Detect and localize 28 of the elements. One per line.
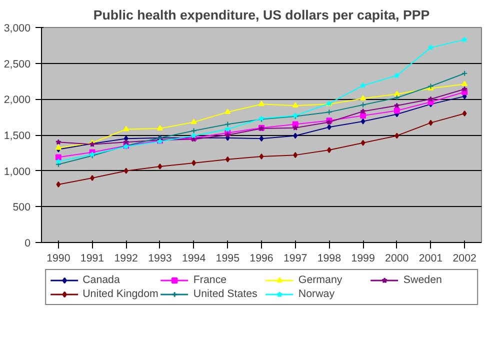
y-tick-label: 1,000 xyxy=(4,166,31,178)
y-tick-label: 1,500 xyxy=(4,130,31,142)
x-tick-label: 1995 xyxy=(216,252,240,264)
legend-label: Canada xyxy=(82,274,121,286)
x-tick-label: 1990 xyxy=(46,252,70,264)
chart-title: Public health expenditure, US dollars per capita, PPP xyxy=(93,8,430,22)
legend-label: United Kingdom xyxy=(82,288,158,300)
x-tick-label: 1993 xyxy=(148,252,172,264)
x-tick-label: 1999 xyxy=(351,252,375,264)
x-tick-label: 2000 xyxy=(385,252,409,264)
y-tick-label: 2,000 xyxy=(4,94,31,106)
x-tick-label: 1991 xyxy=(80,252,104,264)
x-tick-label: 1994 xyxy=(182,252,206,264)
x-tick-label: 1998 xyxy=(317,252,342,264)
y-tick-label: 0 xyxy=(24,238,31,250)
x-tick-label: 2002 xyxy=(452,252,477,264)
y-tick-label: 2,500 xyxy=(4,58,31,70)
x-tick-label: 1997 xyxy=(283,252,308,264)
legend-label: Germany xyxy=(298,274,344,286)
legend-label: United States xyxy=(193,288,258,300)
x-tick-label: 1992 xyxy=(114,252,138,264)
x-tick-label: 2001 xyxy=(418,252,443,264)
legend-label: France xyxy=(193,274,228,286)
y-tick-label: 3,000 xyxy=(4,22,31,34)
x-tick-label: 1996 xyxy=(250,252,274,264)
legend-label: Norway xyxy=(298,288,336,300)
legend-label: Sweden xyxy=(403,274,443,286)
y-tick-label: 500 xyxy=(12,202,31,214)
